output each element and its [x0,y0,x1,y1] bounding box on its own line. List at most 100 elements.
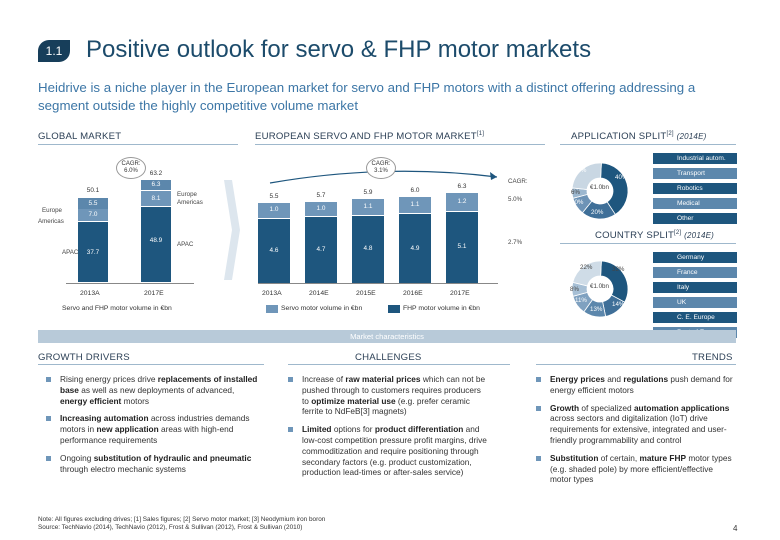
trend-item-bold2: mature FHP [639,452,687,463]
eu-bar-servo-2013A-value: 1.0 [269,206,279,214]
global-side-europe-text: Europe [177,191,197,198]
growth-driver-item-pre: Rising energy prices drive [60,374,158,384]
application-split-year: (2014E) [676,132,707,142]
country-legend-label: Italy [677,284,690,291]
global-bar-2013-apac: 37.7 [78,222,108,282]
growth-driver-item-post2: motors [121,395,149,406]
challenge-item: Increase of raw material prices which ca… [288,374,488,417]
application-pie-chart [571,162,629,220]
europe-cagr-bubble: CAGR: 3.1% [366,157,396,179]
eu-total-2014E: 5.7 [316,191,326,199]
eu-bar-fhp-2014E: 4.7 [305,217,337,283]
global-axis [66,283,194,284]
section-badge: 1.1 [38,40,70,62]
global-cagr-label: CAGR: 6.0% [121,161,141,174]
page-number: 4 [733,524,738,533]
eu-year-2014E: 2014E [309,290,329,297]
global-val-2017-europe: 8.1 [151,195,161,202]
global-legend: Servo and FHP motor volume in €bn [62,305,172,312]
country-legend-item: UK [653,297,737,308]
page-title: Positive outlook for servo & FHP motor m… [86,36,592,63]
challenges-heading: CHALLENGES [355,352,422,363]
trend-item-post2: motor types (e.g. shaded pole) by more e… [550,452,732,485]
global-val-2013-europe: 7.0 [88,211,98,218]
application-legend-label: Industrial autom. [677,155,726,162]
application-legend-label: Other [677,215,694,222]
eu-bar-fhp-2014E-value: 4.7 [316,246,326,254]
page-subtitle: Heidrive is a niche player in the Europe… [38,80,696,113]
growth-drivers-list: Rising energy prices drive replacements … [46,374,260,481]
trend-item-post: of certain, [598,452,640,463]
trend-item-bold: Substitution [550,452,599,463]
eu-bar-fhp-2016E: 4.9 [399,214,431,283]
growth-driver-item: Increasing automation across industries … [46,413,260,445]
application-legend-item: Medical [653,198,737,209]
global-year-2013: 2013A [80,290,100,297]
country-legend-label: UK [677,299,687,306]
application-legend-label: Robotics [677,185,703,192]
footnote-source: Source: TechNavio (2014), TechNavio (201… [38,524,303,532]
eu-year-2015E: 2015E [356,290,376,297]
growth-driver-item-bold: Increasing automation [60,413,149,424]
global-val-2013-americas: 5.5 [88,200,98,207]
eu-bar-fhp-2017E: 5.1 [446,211,478,283]
trends-list: Energy prices and regulations push deman… [536,374,736,492]
global-total-2013: 50.1 [86,187,100,194]
country-split-heading: COUNTRY SPLIT[2] (2014E) [595,230,714,241]
trend-item: Energy prices and regulations push deman… [536,374,736,396]
growth-driver-item-post2: areas with high-end performance requirem… [60,424,234,445]
global-cagr-bubble: CAGR: 6.0% [116,157,146,179]
trends-heading: TRENDS [692,352,733,363]
challenges-rule [288,364,510,365]
country-split-sup: [2] [674,230,682,236]
country-legend-item: Germany [653,252,737,263]
footnote-notes: Note: All figures excluding drives; [1] … [38,516,326,523]
country-split-rule [560,243,736,244]
eu-total-2016E: 6.0 [410,187,420,195]
application-split-rule [560,144,736,145]
country-legend-label: Germany [677,254,705,261]
eu-bar-fhp-2015E: 4.8 [352,215,384,283]
eu-bar-fhp-2016E-value: 4.9 [410,244,420,252]
challenge-item-bold2: optimize material use [311,395,396,406]
eu-bar-fhp-2017E-value: 5.1 [457,243,467,251]
eu-bar-servo-2014E: 1.0 [305,201,337,217]
global-side-apac: APAC [177,241,194,248]
country-pct-italy: 13% [590,306,603,313]
global-total-2017: 63.2 [149,170,163,177]
application-legend-item: Industrial autom. [653,153,737,164]
application-split-sup: [2] [666,131,674,137]
country-pct-france: 14% [612,301,625,308]
global-row-americas: Americas [38,218,64,225]
europe-market-heading-text: EUROPEAN SERVO AND FHP MOTOR MARKET [255,131,477,143]
app-pct-robotics: 10% [571,199,584,206]
europe-cagr-fhp: 2.7% [508,239,523,246]
europe-cagr-label: CAGR: 3.1% [371,161,391,174]
eu-bar-servo-2013A: 1.0 [258,203,290,218]
application-legend-item: Robotics [653,183,737,194]
growth-drivers-heading: GROWTH DRIVERS [38,352,130,363]
eu-year-2017E: 2017E [450,290,470,297]
market-characteristics-label: Market characteristics [350,332,424,341]
application-slice-4 [571,162,602,190]
trend-item: Substitution of certain, mature FHP moto… [536,453,736,485]
growth-driver-item-bold2: energy efficient [60,395,122,406]
global-bar-2013-europe: 7.0 [78,209,108,221]
application-legend-item: Transport [653,168,737,179]
eu-total-2015E: 5.9 [363,188,373,196]
global-bar-2017-europe: 8.1 [141,191,171,206]
trend-item-bold: Growth [550,402,580,413]
chevron-right-icon [224,180,240,280]
eu-total-2013A: 5.5 [269,193,279,201]
trend-item-bold2: automation applications [633,402,730,413]
growth-driver-item-post: as well as new deployments of advanced, [78,384,235,395]
global-row-apac: APAC [62,249,79,256]
global-bar-2017-apac: 48.9 [141,207,171,282]
growth-driver-item-bold: substitution of hydraulic and pneumatic [93,452,252,463]
legend-fhp-label: FHP motor volume in €bn [403,305,480,312]
growth-driver-item-bold: replacements of installed base [60,374,258,395]
country-legend-label: C. E. Europe [677,314,715,321]
country-pct-cee: 8% [570,286,579,293]
country-pct-rest: 22% [580,264,593,271]
application-legend-label: Medical [677,200,700,207]
